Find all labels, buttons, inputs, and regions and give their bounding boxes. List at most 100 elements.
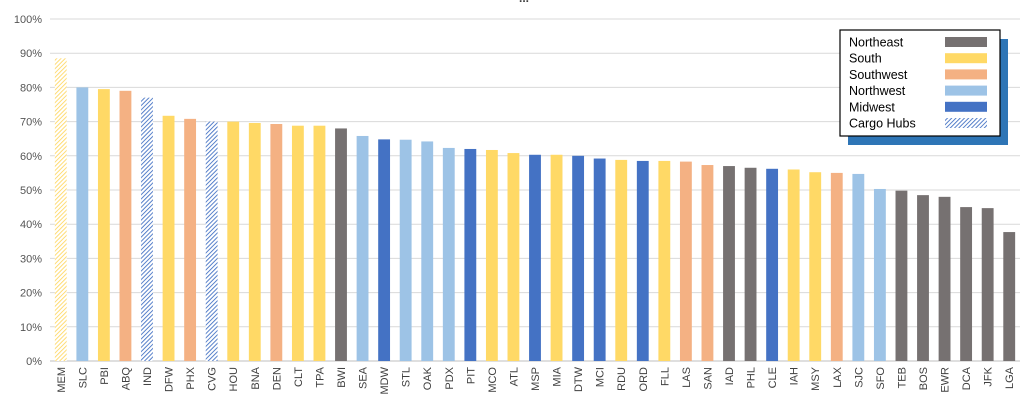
- y-tick-label: 0%: [26, 356, 42, 368]
- bar-msy: [809, 172, 822, 361]
- legend-swatch: [945, 85, 987, 96]
- x-tick-label: LGA: [1004, 366, 1016, 389]
- x-tick-label: MDW: [379, 366, 391, 394]
- bar-cvg: [205, 121, 218, 361]
- bar-den: [270, 123, 283, 361]
- legend-label: Southwest: [849, 68, 908, 82]
- bar-mci: [593, 158, 606, 361]
- x-tick-label: PHX: [185, 366, 197, 389]
- bar-san: [701, 165, 714, 361]
- y-tick-label: 100%: [14, 14, 42, 26]
- legend-label: Midwest: [849, 100, 895, 114]
- bar-dca: [960, 207, 973, 361]
- legend-label: Cargo Hubs: [849, 117, 916, 131]
- x-tick-label: SLC: [77, 367, 89, 388]
- x-tick-label: SJC: [853, 367, 865, 388]
- x-tick-label: PIT: [465, 367, 477, 384]
- x-tick-label: MSP: [530, 367, 542, 391]
- x-tick-label: BWI: [336, 367, 348, 388]
- y-tick-label: 70%: [20, 117, 42, 129]
- bar-dfw: [162, 115, 175, 361]
- legend-swatch: [945, 101, 987, 112]
- x-tick-label: PBI: [99, 367, 111, 385]
- x-tick-label: ATL: [508, 367, 520, 386]
- x-tick-label: CVG: [207, 367, 219, 391]
- x-tick-label: IAH: [789, 367, 801, 385]
- bar-oak: [421, 141, 434, 361]
- bar-bos: [917, 195, 929, 361]
- x-tick-label: ABQ: [120, 367, 132, 391]
- x-tick-label: OAK: [422, 366, 434, 390]
- x-tick-label: PDX: [444, 366, 456, 389]
- bar-lga: [1003, 232, 1016, 361]
- y-tick-label: 10%: [20, 322, 42, 334]
- bar-las: [679, 161, 692, 361]
- x-tick-label: MCI: [595, 367, 607, 387]
- y-tick-label: 90%: [20, 48, 42, 60]
- x-tick-label: JFK: [983, 366, 995, 386]
- x-tick-label: SEA: [358, 366, 370, 389]
- bar-lax: [830, 172, 843, 361]
- bar-msp: [529, 154, 541, 361]
- x-tick-label: LAX: [832, 366, 844, 387]
- x-tick-label: DCA: [961, 366, 973, 390]
- legend-swatch: [945, 37, 987, 47]
- bar-ord: [636, 160, 649, 361]
- bar-slc: [76, 87, 89, 362]
- bar-ind: [141, 97, 153, 361]
- bar-clt: [291, 125, 304, 361]
- bar-iah: [787, 169, 800, 361]
- x-tick-label: PHL: [746, 367, 758, 388]
- y-tick-label: 20%: [20, 288, 42, 300]
- bar-pit: [464, 148, 477, 361]
- bar-bwi: [335, 128, 347, 361]
- legend-label: Northeast: [849, 36, 904, 50]
- bar-cle: [766, 168, 779, 361]
- x-tick-label: MSY: [810, 366, 822, 391]
- bar-teb: [895, 190, 908, 361]
- x-tick-label: TPA: [314, 366, 326, 387]
- x-tick-label: CLT: [293, 367, 305, 387]
- x-tick-label: ORD: [638, 367, 650, 392]
- x-tick-label: RDU: [616, 367, 628, 391]
- bar-atl: [507, 153, 520, 361]
- x-tick-label: CLE: [767, 367, 779, 388]
- y-tick-label: 50%: [20, 185, 42, 197]
- x-tick-label: DTW: [573, 366, 585, 392]
- chart-title: ...: [519, 0, 529, 5]
- x-tick-label: HOU: [228, 367, 240, 392]
- x-tick-label: MEM: [56, 367, 68, 393]
- bar-rdu: [615, 159, 628, 361]
- bar-iad: [723, 166, 735, 361]
- bar-mem: [54, 58, 67, 362]
- y-tick-label: 40%: [20, 219, 42, 231]
- y-tick-label: 30%: [20, 253, 42, 265]
- x-tick-label: STL: [401, 367, 413, 387]
- bar-mdw: [378, 139, 391, 361]
- legend-swatch: [945, 118, 987, 128]
- y-tick-label: 80%: [20, 82, 42, 94]
- bar-bna: [248, 122, 261, 361]
- x-tick-label: SFO: [875, 367, 887, 390]
- bar-jfk: [981, 208, 994, 361]
- bar-pbi: [97, 89, 110, 362]
- bar-mco: [485, 149, 498, 361]
- bar-phx: [184, 118, 197, 361]
- x-tick-label: BOS: [918, 367, 930, 390]
- bar-fll: [658, 160, 671, 361]
- bar-abq: [119, 90, 132, 361]
- x-tick-label: TEB: [896, 367, 908, 388]
- bar-pdx: [442, 147, 455, 361]
- bar-sea: [356, 135, 369, 361]
- bar-sfo: [873, 188, 886, 361]
- bar-tpa: [313, 125, 326, 361]
- bar-mia: [550, 154, 563, 361]
- x-tick-label: DEN: [271, 367, 283, 390]
- x-tick-label: FLL: [659, 367, 671, 386]
- x-tick-label: SAN: [702, 367, 714, 390]
- x-tick-label: LAS: [681, 367, 693, 388]
- x-tick-label: IND: [142, 367, 154, 386]
- bar-hou: [227, 121, 240, 361]
- x-tick-label: EWR: [940, 367, 952, 393]
